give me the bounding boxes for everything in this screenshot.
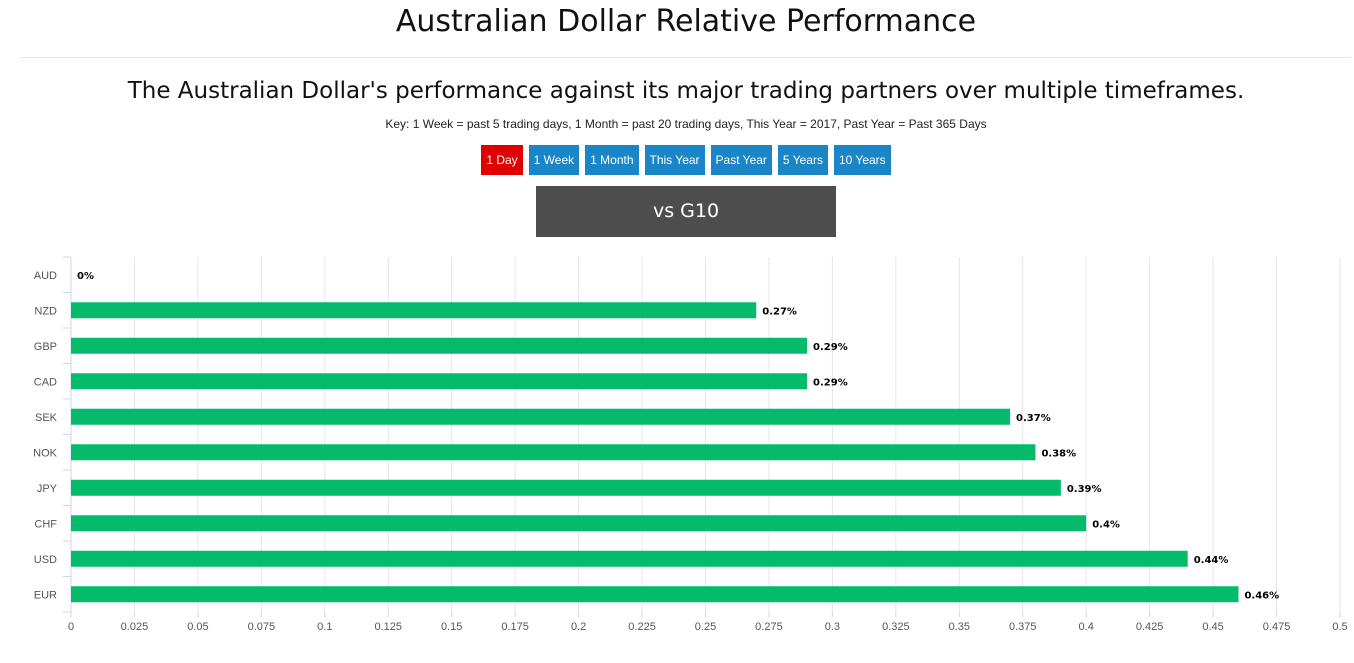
x-tick-label: 0.4 <box>1079 621 1094 633</box>
x-tick-label: 0.075 <box>248 621 276 633</box>
data-label: 0.27% <box>762 306 797 317</box>
x-tick-label: 0.325 <box>882 621 910 633</box>
x-tick-label: 0.1 <box>317 621 332 633</box>
data-label: 0.37% <box>1016 413 1051 424</box>
bar <box>71 586 1239 603</box>
category-label: CHF <box>34 518 57 530</box>
page-title: Australian Dollar Relative Performance <box>395 4 977 39</box>
timeframe-button-1-month[interactable]: 1 Month <box>585 145 639 175</box>
category-label: NOK <box>33 447 58 459</box>
x-tick-label: 0.125 <box>374 621 402 633</box>
timeframe-button-past-year[interactable]: Past Year <box>710 145 772 175</box>
category-label: NZD <box>34 305 57 317</box>
data-label: 0.44% <box>1194 555 1229 566</box>
bar <box>71 373 808 390</box>
x-tick-label: 0.175 <box>501 621 529 633</box>
timeframe-button-this-year[interactable]: This Year <box>644 145 705 175</box>
x-tick-label: 0.2 <box>571 621 586 633</box>
x-tick-label: 0.275 <box>755 621 783 633</box>
bar <box>71 515 1087 532</box>
data-label: 0.46% <box>1244 590 1279 601</box>
data-label: 0.29% <box>813 342 848 353</box>
data-label: 0.39% <box>1067 484 1102 495</box>
x-tick-label: 0.025 <box>121 621 149 633</box>
bar <box>71 550 1188 567</box>
data-label: 0% <box>77 271 94 282</box>
title-divider <box>20 57 1351 58</box>
category-label: EUR <box>34 589 57 601</box>
x-tick-label: 0.15 <box>441 621 462 633</box>
x-tick-label: 0.375 <box>1009 621 1037 633</box>
timeframe-button-5-years[interactable]: 5 Years <box>777 145 828 175</box>
timeframe-key: Key: 1 Week = past 5 trading days, 1 Mon… <box>385 117 987 131</box>
data-label: 0.38% <box>1041 448 1076 459</box>
x-tick-label: 0.35 <box>949 621 970 633</box>
x-tick-label: 0.5 <box>1332 621 1347 633</box>
category-label: AUD <box>34 270 57 282</box>
bar <box>71 302 757 319</box>
data-label: 0.4% <box>1092 519 1120 530</box>
timeframe-buttons: 1 Day 1 Week 1 Month This Year Past Year… <box>0 145 1354 175</box>
x-tick-label: 0.45 <box>1202 621 1223 633</box>
x-tick-label: 0.475 <box>1263 621 1291 633</box>
x-tick-label: 0.25 <box>695 621 716 633</box>
category-label: SEK <box>35 412 58 424</box>
bar <box>71 479 1061 496</box>
x-tick-label: 0.3 <box>825 621 840 633</box>
category-label: GBP <box>34 341 57 353</box>
bar <box>71 444 1036 461</box>
timeframe-button-1-day[interactable]: 1 Day <box>481 145 523 175</box>
x-tick-label: 0.225 <box>628 621 656 633</box>
category-label: CAD <box>34 376 57 388</box>
x-tick-label: 0.425 <box>1136 621 1164 633</box>
timeframe-button-10-years[interactable]: 10 Years <box>833 145 891 175</box>
page-subtitle: The Australian Dollar's performance agai… <box>127 78 1245 104</box>
data-label: 0.29% <box>813 377 848 388</box>
bar <box>71 337 808 354</box>
x-tick-label: 0.05 <box>187 621 208 633</box>
x-tick-label: 0 <box>68 621 74 633</box>
category-label: USD <box>34 554 57 566</box>
category-label: JPY <box>37 483 58 495</box>
timeframe-button-1-week[interactable]: 1 Week <box>528 145 580 175</box>
performance-bar-chart: 0 0.025 0.05 0.075 0.1 0.125 0.15 0.175 0.2 0.225… <box>33 256 1348 633</box>
bar <box>71 408 1011 425</box>
group-selector-button[interactable]: vs G10 <box>536 186 836 237</box>
